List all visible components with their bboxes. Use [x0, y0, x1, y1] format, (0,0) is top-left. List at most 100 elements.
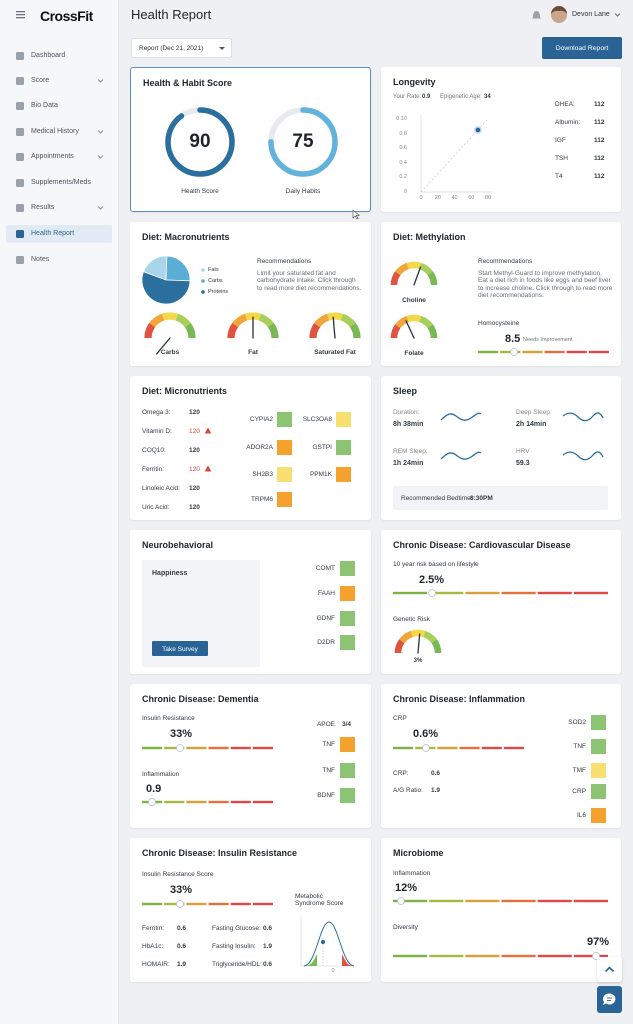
survey-button[interactable]: Take Survey	[152, 641, 208, 656]
status-swatch	[591, 784, 606, 799]
marker-value: 112	[594, 119, 605, 126]
risk-bar-segment	[208, 902, 229, 906]
card-graphics	[420, 115, 493, 193]
marker-name: IGF	[555, 137, 566, 144]
genetic-value: 3%	[413, 658, 423, 664]
nav-item[interactable]: Supplements/Meds	[31, 179, 91, 186]
menu-icon	[16, 11, 25, 13]
gauge-segment	[418, 262, 433, 276]
card: Sleep Duration: 8h 38min Deep Sleep: 2h 14mi…	[381, 376, 621, 520]
card-title: Chronic Disease: Inflammation	[393, 694, 526, 704]
risk-bar-segment	[142, 746, 163, 750]
stat-value: 0.6	[263, 961, 273, 968]
gauge-label: Saturated Fat	[314, 349, 356, 356]
report-dropdown[interactable]: Report (Dec 21, 2021)	[131, 38, 232, 58]
card: Longevity Your Rate: 0.9 Epigenetic Age: 34 0…	[381, 67, 621, 212]
menu-icon	[16, 14, 25, 16]
risk-bar-segment	[481, 746, 502, 750]
score-value: 90	[189, 131, 211, 152]
download-button[interactable]: Download Report	[542, 37, 622, 59]
pie-slice	[165, 255, 191, 282]
nav-icon	[16, 102, 24, 110]
x-tick-label: 80	[484, 195, 492, 201]
nav-item[interactable]: Dashboard	[31, 52, 66, 59]
scroll-top-button[interactable]	[597, 957, 622, 982]
nav-item[interactable]: Bio Data	[31, 102, 58, 109]
legend-label: Carbs	[208, 278, 223, 284]
chat-icon	[603, 993, 616, 1005]
card-title: Sleep	[393, 386, 418, 396]
happiness-title: Happiness	[152, 570, 188, 577]
nav-item[interactable]: Medical History	[31, 128, 79, 135]
card: Microbiome Inflammation 12% Diversity 97%	[381, 838, 621, 982]
y-tick-label: 0.8	[399, 130, 407, 137]
risk-bar-segment	[573, 899, 608, 903]
risk-bar-segment	[164, 902, 185, 906]
gene-name: TRPM6	[250, 496, 273, 503]
card-graphics	[141, 255, 361, 355]
recommendations-text: Limit your saturated fat and carbohydrat…	[257, 270, 362, 292]
status-swatch	[591, 715, 606, 730]
gene-name: APOE	[316, 721, 335, 728]
sparkline	[562, 451, 604, 461]
age-label: Epigenetic Age:	[440, 94, 482, 100]
nav-icon	[16, 128, 24, 136]
gene-name: TNF	[322, 741, 335, 748]
nav-item[interactable]: Appointments	[31, 153, 74, 160]
gauge-segment	[427, 271, 438, 286]
insulin-label: Insulin Resistance	[142, 715, 195, 722]
nav-item[interactable]: Health Report	[31, 230, 75, 237]
legend-label: Fats	[208, 267, 219, 273]
inflammation-value: 0.9	[146, 783, 162, 795]
gauge-needle	[155, 337, 171, 355]
sleep-metric-value: 2h 14min	[516, 421, 547, 428]
marker-value: 112	[594, 101, 605, 108]
bell-tail	[342, 954, 352, 966]
logo: CrossFit	[40, 8, 93, 24]
card-title: Neurobehavioral	[142, 540, 214, 550]
nutrient-value: 120	[189, 485, 200, 492]
legend-label: Proteins	[208, 289, 229, 295]
scatter-point	[474, 126, 482, 134]
gauge-segment	[227, 322, 239, 339]
risk-bar-segment	[537, 899, 572, 903]
risk-bar-segment	[186, 746, 207, 750]
gene-name: ADOR2A	[246, 444, 273, 451]
risk-bar-segment	[429, 899, 464, 903]
card-graphics	[151, 561, 355, 650]
nav-icon	[16, 77, 24, 85]
chat-button[interactable]	[597, 986, 622, 1013]
risk-bar-segment	[252, 746, 273, 750]
card: Health & Habit Score 90 Health Score 75 Dail…	[130, 67, 371, 220]
card-graphics	[393, 589, 608, 654]
risk-bar-segment	[437, 746, 458, 750]
legend-dot	[201, 279, 205, 283]
risk-bar-segment	[522, 350, 543, 354]
status-swatch	[277, 412, 292, 427]
gauge-segment	[390, 324, 401, 339]
nav-item[interactable]: Results	[31, 204, 55, 211]
sleep-metric-value: 1h 24min	[393, 460, 424, 467]
gauge-segment	[184, 322, 196, 339]
marker-name: TSH	[555, 155, 568, 162]
sleep-metric-value: 8h 38min	[393, 421, 424, 428]
header-graphics	[532, 6, 621, 23]
risk-bar-knob	[422, 744, 430, 752]
nav-chevron	[97, 206, 104, 210]
sleep-metric-label: HRV	[516, 448, 530, 455]
nav-item[interactable]: Score	[31, 77, 50, 84]
marker-name: Albumin:	[555, 119, 581, 126]
nav-chevron	[97, 79, 104, 83]
card-title: Health & Habit Score	[143, 78, 233, 88]
nav-icon	[16, 256, 24, 264]
inflammation-value: 12%	[395, 882, 418, 894]
insulin-value: 33%	[170, 728, 193, 740]
card: Chronic Disease: Inflammation CRP 0.6% CRP:…	[381, 684, 621, 828]
dropdown-graphics	[219, 47, 225, 50]
card-graphics	[440, 412, 604, 461]
y-tick-label: 0.4	[399, 159, 407, 166]
gauge-label: Folate	[404, 350, 424, 357]
nav-item[interactable]: Notes	[31, 256, 50, 263]
card-graphics	[393, 715, 606, 823]
